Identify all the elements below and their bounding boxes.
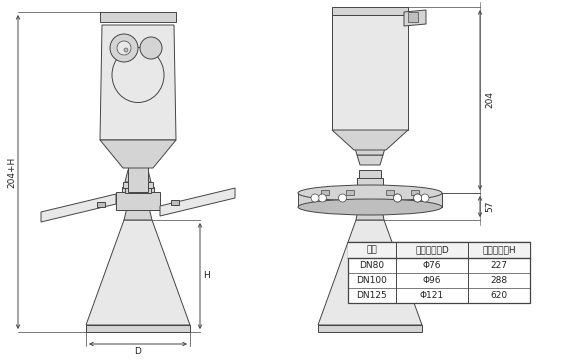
Text: 204: 204 [485,91,494,108]
Text: 喇叭口直径D: 喇叭口直径D [415,245,449,254]
Bar [321,190,329,195]
Circle shape [414,194,422,202]
Text: H: H [204,272,211,281]
Bar [116,192,160,210]
Bar [357,178,383,188]
Bar [122,187,130,192]
Bar [411,190,419,195]
Bar [125,188,151,193]
Bar [128,162,148,192]
Circle shape [117,41,131,55]
Polygon shape [355,148,385,155]
Bar [346,190,354,195]
Bar [332,15,408,130]
Ellipse shape [298,185,442,201]
Text: 204+H: 204+H [7,157,17,187]
Polygon shape [357,155,383,165]
Polygon shape [41,194,116,222]
Polygon shape [100,140,176,168]
Polygon shape [125,170,151,182]
Bar [133,60,141,66]
Polygon shape [86,325,190,332]
Bar [361,170,379,193]
Ellipse shape [112,47,164,103]
Text: DN125: DN125 [357,291,387,300]
Text: 227: 227 [490,261,508,270]
Bar [97,202,105,207]
Bar [348,242,530,303]
Polygon shape [404,10,426,26]
Text: 620: 620 [490,291,508,300]
Bar [100,12,176,22]
Circle shape [319,194,327,202]
Text: Φ76: Φ76 [423,261,441,270]
Bar [298,193,442,207]
Circle shape [140,37,162,59]
Bar [143,45,158,51]
Circle shape [339,194,347,202]
Bar [171,200,179,205]
Text: Φ121: Φ121 [420,291,444,300]
Text: 喇叭口高度H: 喇叭口高度H [482,245,516,254]
Bar [348,242,530,258]
Circle shape [421,194,429,202]
Circle shape [394,194,402,202]
Text: 288: 288 [490,276,508,285]
Polygon shape [100,25,176,140]
Bar [123,182,153,188]
Polygon shape [124,195,152,220]
Text: D: D [134,348,142,356]
Bar [386,190,394,195]
Bar [359,170,381,178]
Text: Φ96: Φ96 [423,276,441,285]
Circle shape [311,194,319,202]
Polygon shape [318,220,422,325]
Polygon shape [318,325,422,332]
Ellipse shape [298,199,442,215]
Bar [360,130,380,148]
Bar [408,12,418,22]
Circle shape [110,34,138,62]
Polygon shape [356,193,384,220]
Bar [332,7,408,15]
Polygon shape [86,220,190,325]
Polygon shape [160,188,235,216]
Polygon shape [332,130,408,150]
Text: 57: 57 [485,201,494,212]
Circle shape [124,48,128,52]
Bar [146,187,154,192]
Circle shape [394,194,402,202]
Text: DN80: DN80 [360,261,385,270]
Text: 法兰: 法兰 [366,245,377,254]
Text: DN100: DN100 [357,276,387,285]
Circle shape [414,194,422,202]
